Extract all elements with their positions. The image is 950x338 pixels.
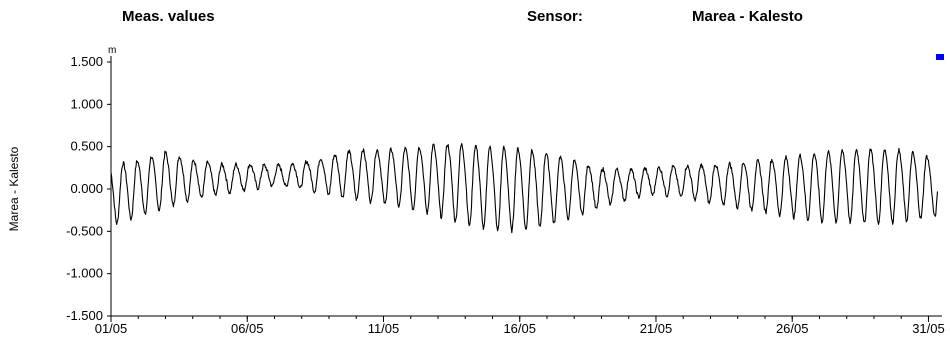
chart-title: Meas. values xyxy=(122,8,215,25)
x-tick-label: 21/05 xyxy=(640,321,673,336)
x-tick-label: 26/05 xyxy=(776,321,809,336)
y-tick-label: 1.000 xyxy=(70,96,103,111)
y-axis-label: Marea - Kalesto xyxy=(7,146,21,231)
x-tick-label: 01/05 xyxy=(95,321,128,336)
sensor-label: Sensor: xyxy=(527,8,583,25)
y-tick-label: -1.500 xyxy=(66,308,103,323)
sensor-value: Marea - Kalesto xyxy=(692,8,803,25)
y-tick-label: 1.500 xyxy=(70,54,103,69)
x-tick-label: 06/05 xyxy=(231,321,264,336)
x-tick-label: 16/05 xyxy=(503,321,536,336)
tide-series-line xyxy=(110,143,939,234)
y-tick-label: -0.500 xyxy=(66,223,103,238)
x-tick-label: 31/05 xyxy=(912,321,945,336)
y-tick-label: 0.000 xyxy=(70,181,103,196)
legend-marker xyxy=(936,54,944,60)
x-tick-label: 11/05 xyxy=(368,321,400,336)
y-unit-label: m xyxy=(108,45,116,56)
y-tick-label: -1.000 xyxy=(66,266,103,281)
y-tick-label: 0.500 xyxy=(70,139,103,154)
